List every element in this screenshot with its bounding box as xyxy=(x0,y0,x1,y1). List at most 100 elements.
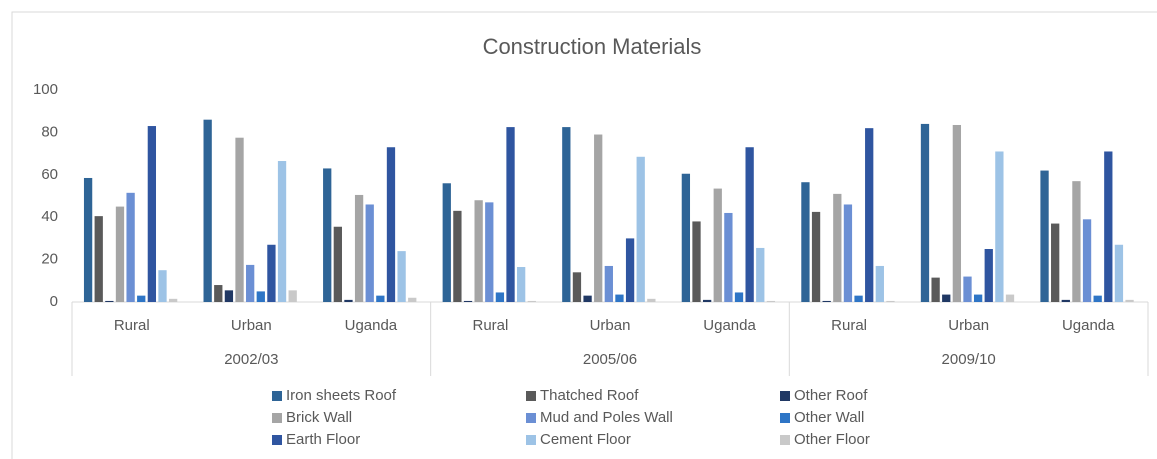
x-tick-label: Uganda xyxy=(703,317,756,334)
group-label: 2002/03 xyxy=(224,351,278,368)
legend-swatch xyxy=(526,413,536,423)
bar xyxy=(583,295,592,302)
bar xyxy=(745,147,754,302)
x-tick-label: Uganda xyxy=(1062,317,1115,334)
bar xyxy=(485,202,494,302)
x-tick-label: Rural xyxy=(114,317,150,334)
bar xyxy=(886,300,895,302)
bar xyxy=(756,247,765,302)
bar xyxy=(168,298,178,302)
bar xyxy=(562,127,571,302)
legend-label: Cement Floor xyxy=(540,431,631,448)
bar xyxy=(267,244,276,302)
bar xyxy=(94,216,103,302)
x-tick-label: Urban xyxy=(231,317,272,334)
bar xyxy=(277,161,287,302)
bar xyxy=(734,292,744,302)
bar xyxy=(1040,170,1049,302)
bar xyxy=(647,298,656,302)
bar xyxy=(822,300,831,302)
bar xyxy=(1072,181,1081,302)
bar xyxy=(625,238,635,302)
bar xyxy=(713,188,722,302)
bar xyxy=(147,126,157,302)
legend-label: Mud and Poles Wall xyxy=(540,409,673,426)
bar xyxy=(854,295,863,302)
bar xyxy=(931,277,940,302)
legend-swatch xyxy=(780,435,790,445)
bar xyxy=(724,212,733,302)
bar xyxy=(354,194,364,302)
bar xyxy=(453,210,462,302)
bar xyxy=(126,192,135,302)
group-label: 2009/10 xyxy=(942,351,996,368)
y-tick-label: 40 xyxy=(41,208,58,225)
bar xyxy=(973,294,983,302)
bar xyxy=(1061,299,1070,302)
bar xyxy=(604,265,613,302)
bar xyxy=(984,249,993,302)
bar xyxy=(408,297,417,302)
legend-swatch xyxy=(780,391,790,401)
bar xyxy=(83,177,93,302)
legend-swatch xyxy=(526,391,536,401)
bar xyxy=(442,183,451,302)
legend-label: Iron sheets Roof xyxy=(286,387,397,404)
legend-swatch xyxy=(272,413,282,423)
bar xyxy=(288,290,297,302)
chart-title: Construction Materials xyxy=(483,34,702,59)
bar xyxy=(235,137,244,302)
bar xyxy=(463,300,473,302)
legend-swatch xyxy=(272,391,282,401)
bar xyxy=(105,300,114,302)
legend-label: Earth Floor xyxy=(286,431,360,448)
y-tick-label: 100 xyxy=(33,81,58,98)
bar xyxy=(681,173,691,302)
bar xyxy=(365,204,374,302)
x-tick-label: Urban xyxy=(948,317,989,334)
bar xyxy=(942,294,951,302)
y-tick-label: 0 xyxy=(50,293,58,310)
legend-swatch xyxy=(780,413,790,423)
x-tick-label: Uganda xyxy=(345,317,398,334)
bar xyxy=(636,156,645,302)
legend-label: Thatched Roof xyxy=(540,387,639,404)
bar xyxy=(963,276,972,302)
legend-label: Other Floor xyxy=(794,431,870,448)
bar xyxy=(811,211,821,302)
bar xyxy=(474,200,483,302)
y-tick-label: 80 xyxy=(41,123,58,140)
x-tick-label: Urban xyxy=(590,317,631,334)
bar xyxy=(692,221,701,302)
bar xyxy=(203,119,212,303)
bar xyxy=(920,123,930,302)
bar xyxy=(1093,295,1102,302)
legend-swatch xyxy=(272,435,282,445)
group-label: 2005/06 xyxy=(583,351,637,368)
bar xyxy=(833,193,842,302)
bar xyxy=(333,226,342,302)
bar xyxy=(246,264,255,302)
bar xyxy=(158,270,167,302)
bar xyxy=(506,127,515,302)
legend-label: Other Wall xyxy=(794,409,864,426)
x-tick-label: Rural xyxy=(831,317,867,334)
bar xyxy=(1125,299,1134,302)
bar xyxy=(1005,294,1015,302)
bar xyxy=(115,206,125,302)
bar xyxy=(256,291,265,302)
x-tick-label: Rural xyxy=(473,317,509,334)
bar xyxy=(495,292,505,302)
bar xyxy=(527,300,536,302)
chart-frame xyxy=(11,11,1157,459)
legend-label: Brick Wall xyxy=(286,409,352,426)
bar xyxy=(615,294,624,302)
bar xyxy=(137,295,146,302)
bar xyxy=(376,295,385,302)
bar xyxy=(702,299,712,302)
bar xyxy=(1114,244,1124,302)
bar xyxy=(766,300,776,302)
legend-swatch xyxy=(526,435,536,445)
bar xyxy=(344,299,353,302)
